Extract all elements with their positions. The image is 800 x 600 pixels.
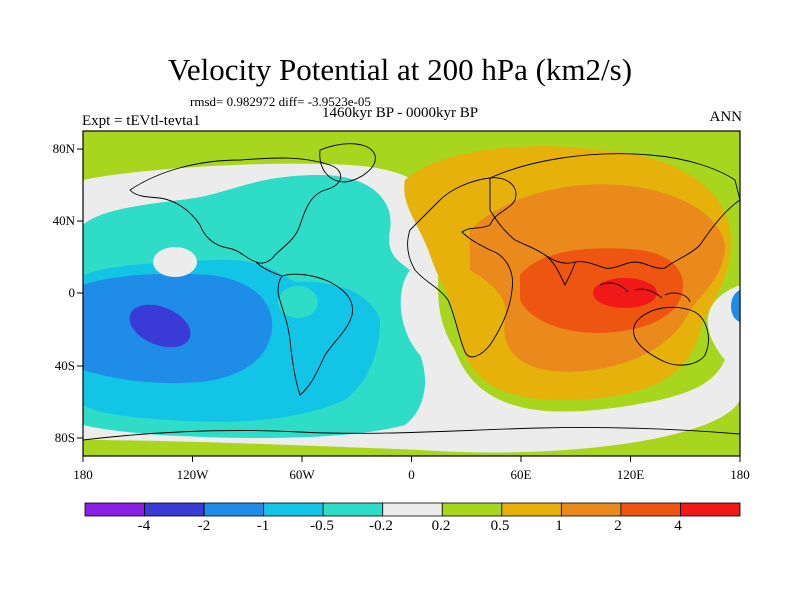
map-title: Velocity Potential at 200 hPa (km2/s) [167, 52, 633, 87]
greenland-coast [319, 143, 376, 183]
antarctica-coast [83, 427, 740, 441]
colorbar-swatch [144, 502, 205, 517]
positive-peak [593, 278, 657, 308]
colorbar-label: 4 [674, 518, 682, 534]
rmsd-diff-stats: rmsd= 0.982972 diff= -3.9523e-05 [190, 94, 371, 109]
lon-tick-label: 60E [511, 467, 532, 482]
colorbar-swatch [501, 502, 562, 517]
weak-pocket [278, 286, 318, 318]
colorbar [84, 502, 741, 517]
lat-ticks [77, 148, 83, 439]
lon-tick-label: 120E [617, 467, 645, 482]
colorbar-label: -4 [137, 518, 151, 534]
borneo-coast [634, 288, 663, 299]
time-period: 1460kyr BP - 0000kyr BP [322, 105, 479, 121]
central-america-coast [255, 261, 283, 277]
colorbar-swatch [203, 502, 265, 517]
colorbar-label: -2 [197, 518, 211, 534]
colorbar-swatch [322, 502, 384, 517]
lat-tick-labels: 80N 40N 0 40S 80S [53, 141, 76, 445]
colorbar-label: 0.5 [490, 518, 510, 534]
colorbar-label: 1 [555, 518, 563, 534]
coastlines [83, 143, 740, 441]
colorbar-label: -0.2 [369, 518, 393, 534]
experiment-label: Expt = tEVtl-tevta1 [82, 113, 201, 129]
asia-coast [489, 153, 740, 269]
lat-tick-label: 40S [55, 358, 75, 373]
colorbar-label: 2 [614, 518, 622, 534]
lon-tick-labels: 180 120W 60W 0 60E 120E 180 [73, 467, 750, 482]
lon-tick-label: 0 [408, 467, 415, 482]
lat-tick-label: 80S [55, 430, 75, 445]
south-america-coast [277, 273, 353, 396]
colorbar-label: -0.5 [310, 518, 334, 534]
colorbar-label: 0.2 [431, 518, 451, 534]
lon-tick-label: 60W [289, 467, 315, 482]
lon-tick-label: 120W [177, 467, 210, 482]
lon-tick-label: 180 [73, 467, 93, 482]
colorbar-swatch [84, 502, 145, 517]
north-america-coast [129, 157, 342, 264]
season-label: ANN [709, 109, 743, 125]
australia-coast [633, 306, 709, 366]
indonesia-coast [599, 282, 629, 293]
velocity-potential-field [83, 131, 740, 456]
colorbar-swatch [680, 502, 741, 517]
colorbar-swatch [620, 502, 681, 517]
colorbar-swatch [441, 502, 503, 517]
lon-tick-label: 180 [730, 467, 750, 482]
colorbar-swatch [560, 502, 622, 517]
new-guinea-coast [664, 292, 691, 303]
neutral-pocket [153, 247, 197, 277]
negative-zone-strong-edge [731, 290, 740, 322]
colorbar-swatch [263, 502, 324, 517]
lat-tick-label: 40N [53, 213, 76, 228]
negative-zone-weak-edge [83, 235, 84, 260]
negative-core [129, 304, 191, 348]
colorbar-swatch [382, 502, 443, 517]
india-coast [544, 254, 576, 287]
lat-tick-label: 80N [53, 141, 76, 156]
lon-ticks [82, 456, 741, 462]
colorbar-label: -1 [256, 518, 270, 534]
lat-tick-label: 0 [69, 285, 76, 300]
